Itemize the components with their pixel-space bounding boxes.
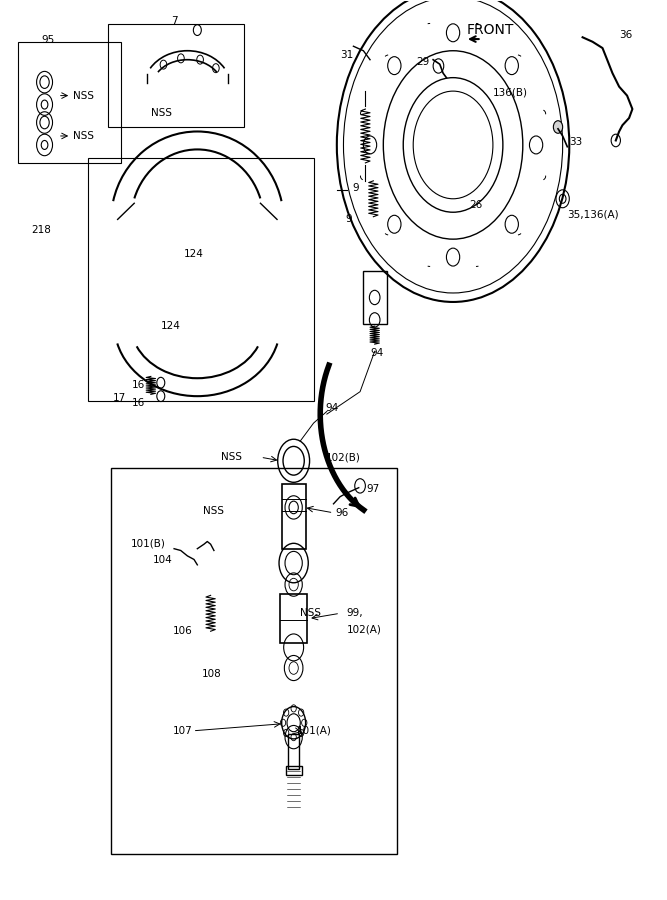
Text: 102(A): 102(A): [347, 625, 382, 634]
Bar: [88, 158, 313, 400]
Circle shape: [291, 734, 296, 741]
Text: 97: 97: [367, 484, 380, 494]
Text: 16: 16: [132, 381, 145, 391]
Text: 96: 96: [336, 508, 349, 518]
Circle shape: [554, 121, 563, 133]
Text: 17: 17: [112, 393, 125, 403]
Circle shape: [299, 729, 303, 736]
Text: 124: 124: [184, 249, 204, 259]
Bar: [285, 766, 301, 775]
Text: 104: 104: [153, 555, 173, 565]
Text: 218: 218: [31, 225, 51, 235]
Text: NSS: NSS: [73, 131, 94, 141]
Text: 102(B): 102(B): [325, 452, 360, 463]
Text: 9: 9: [352, 183, 359, 193]
Text: 9: 9: [346, 213, 352, 223]
Text: FRONT: FRONT: [466, 23, 514, 37]
Text: 36: 36: [619, 31, 632, 40]
Text: 26: 26: [470, 200, 483, 210]
Bar: [107, 23, 244, 127]
Bar: [288, 734, 299, 769]
Bar: [111, 468, 397, 854]
Text: 101(B): 101(B): [131, 538, 166, 548]
Text: 95: 95: [41, 35, 55, 45]
Circle shape: [280, 719, 285, 726]
Text: NSS: NSS: [203, 506, 223, 516]
Bar: [18, 41, 121, 163]
Text: 108: 108: [202, 670, 221, 680]
Text: 31: 31: [340, 50, 354, 60]
Text: 107: 107: [173, 725, 193, 736]
Bar: [280, 594, 307, 643]
Text: 7: 7: [171, 16, 177, 26]
Text: 99,: 99,: [347, 608, 364, 618]
Text: NSS: NSS: [151, 108, 172, 118]
Text: 101(A): 101(A): [297, 725, 332, 736]
Text: NSS: NSS: [73, 91, 94, 101]
Text: 106: 106: [173, 626, 193, 636]
Text: 94: 94: [325, 403, 339, 413]
Bar: [364, 271, 387, 324]
Bar: [281, 484, 305, 549]
Text: NSS: NSS: [300, 608, 321, 618]
Circle shape: [283, 729, 289, 736]
Circle shape: [283, 709, 289, 716]
Text: 33: 33: [570, 138, 582, 148]
Circle shape: [301, 719, 307, 726]
Text: 35,136(A): 35,136(A): [568, 210, 619, 220]
Text: NSS: NSS: [221, 452, 241, 463]
Text: 16: 16: [132, 399, 145, 409]
Text: 124: 124: [161, 321, 181, 331]
Text: 136(B): 136(B): [493, 88, 528, 98]
Circle shape: [291, 705, 296, 712]
Text: 29: 29: [416, 57, 430, 67]
Circle shape: [299, 709, 303, 716]
Text: 94: 94: [370, 348, 384, 358]
